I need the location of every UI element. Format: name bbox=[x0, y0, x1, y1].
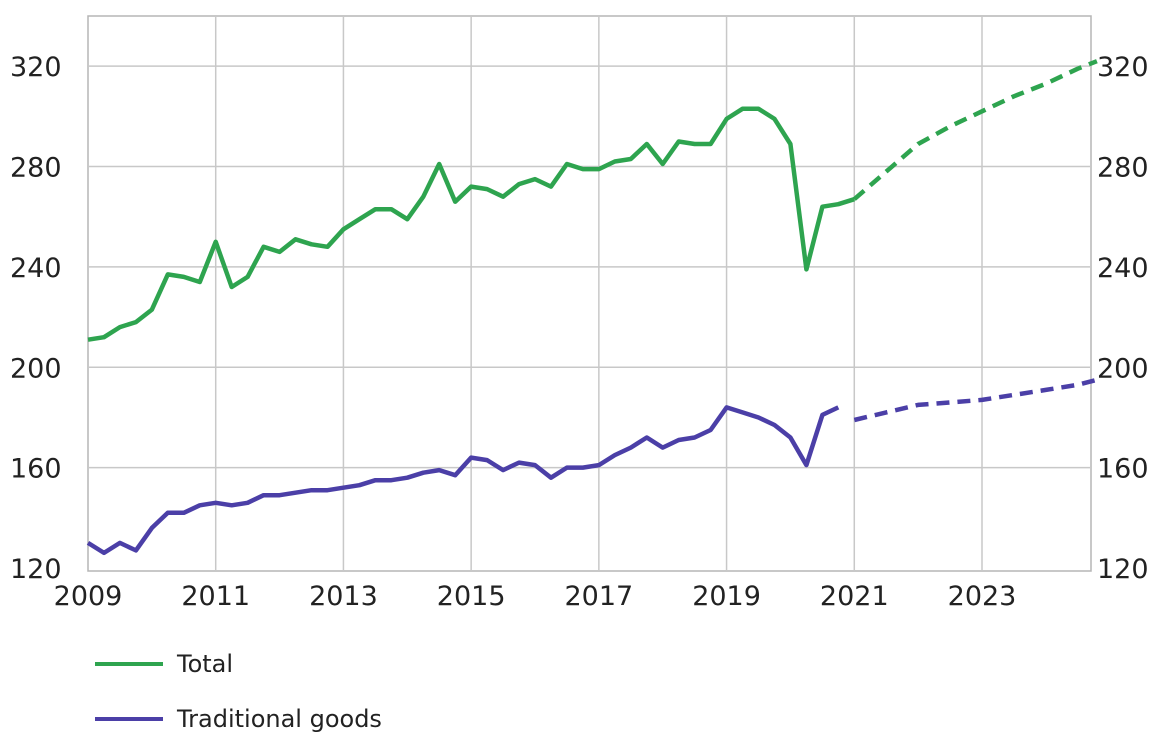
y-tick-label-right: 240 bbox=[1097, 253, 1149, 284]
x-tick-label: 2013 bbox=[309, 581, 378, 612]
x-tick-label: 2009 bbox=[54, 581, 123, 612]
x-tick-label: 2011 bbox=[181, 581, 250, 612]
series-lines bbox=[86, 59, 1098, 556]
y-tick-label-right: 280 bbox=[1097, 153, 1149, 184]
y-tick-label-left: 200 bbox=[10, 353, 62, 384]
plot-area bbox=[87, 15, 1092, 572]
x-tick-label: 2019 bbox=[692, 581, 761, 612]
y-tick-label-right: 160 bbox=[1097, 454, 1149, 485]
y-tick-label-left: 120 bbox=[10, 554, 62, 585]
series-line-traditional-goods-forecast bbox=[853, 377, 1098, 423]
gridlines bbox=[88, 16, 1091, 571]
y-tick-label-right: 320 bbox=[1097, 52, 1149, 83]
legend-label-total: Total bbox=[177, 650, 234, 678]
y-tick-label-left: 240 bbox=[10, 253, 62, 284]
legend-item-traditional-goods: Traditional goods bbox=[95, 705, 382, 733]
chart: 2009 2011 2013 2015 2017 2019 2021 2023 120 120 16… bbox=[10, 15, 1149, 612]
legend-swatch-total bbox=[95, 662, 163, 666]
axis-ticks: 2009 2011 2013 2015 2017 2019 2021 2023 120 120 16… bbox=[10, 52, 1149, 612]
y-tick-label-right: 120 bbox=[1097, 554, 1149, 585]
y-tick-label-right: 200 bbox=[1097, 353, 1149, 384]
y-tick-label-left: 320 bbox=[10, 52, 62, 83]
series-line-traditional-goods bbox=[86, 405, 840, 556]
series-line-total-forecast bbox=[852, 59, 1098, 201]
y-tick-label-left: 280 bbox=[10, 153, 62, 184]
x-tick-label: 2015 bbox=[437, 581, 506, 612]
legend-label-traditional-goods: Traditional goods bbox=[177, 705, 382, 733]
series-line-total bbox=[87, 106, 855, 342]
legend-item-total: Total bbox=[95, 650, 233, 678]
x-tick-label: 2021 bbox=[820, 581, 889, 612]
x-tick-label: 2017 bbox=[564, 581, 633, 612]
x-tick-label: 2023 bbox=[948, 581, 1017, 612]
legend-swatch-traditional-goods bbox=[95, 717, 163, 721]
y-tick-label-left: 160 bbox=[10, 454, 62, 485]
